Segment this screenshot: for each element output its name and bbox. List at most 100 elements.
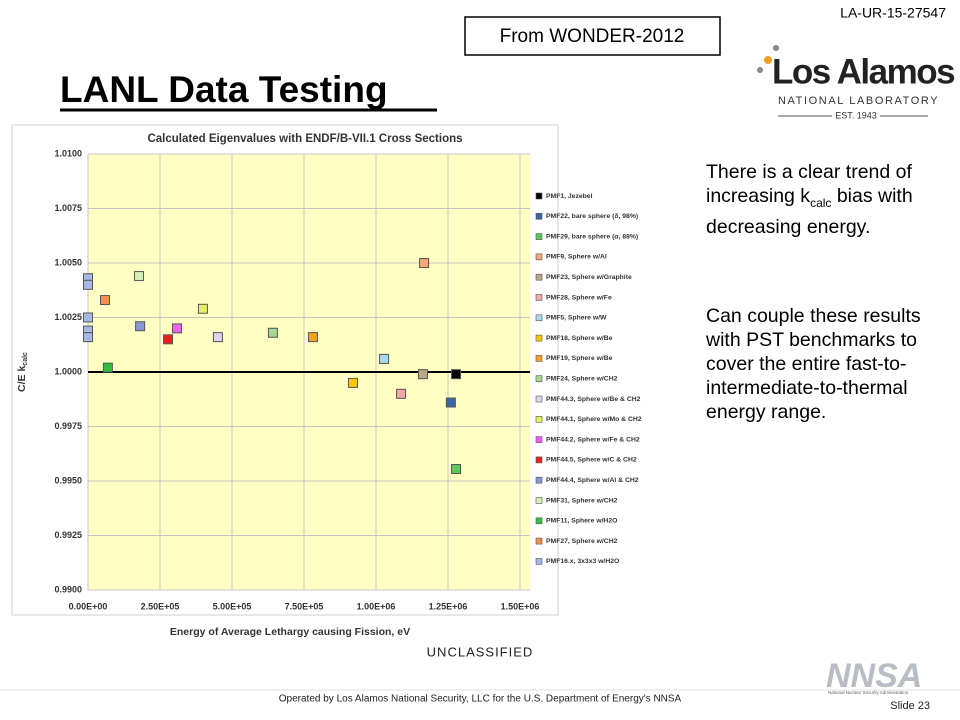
point [451, 464, 462, 475]
legend-swatch [535, 253, 543, 261]
logo: Los Alamos NATIONAL LABORATORY EST. 1943 [757, 45, 957, 120]
legend-label: PMF1, Jezebel [546, 193, 593, 200]
legend-label: PMF27, Sphere w/CH2 [546, 538, 618, 545]
x-tick-label: 2.50E+05 [141, 601, 180, 611]
legend-swatch [535, 334, 543, 342]
legend-swatch [535, 233, 543, 240]
point [445, 397, 456, 408]
note-1-sub: calc [810, 195, 832, 210]
legend-label: PMF19, Sphere w/Be [546, 355, 613, 362]
legend-swatch [535, 558, 543, 565]
point [102, 362, 113, 373]
legend-swatch [535, 537, 543, 545]
nnsa-full: National Nuclear Security Administration [828, 690, 909, 695]
point [267, 327, 278, 338]
note-1: There is a clear trend of increasing kca… [706, 160, 942, 239]
point [197, 303, 208, 314]
legend-label: PMF18, Sphere w/Be [546, 335, 613, 342]
y-axis-label-main: C/E k [16, 366, 28, 392]
point [83, 332, 93, 343]
legend-label: PMF11, Sphere w/H2O [546, 518, 617, 525]
point [171, 323, 182, 334]
logo-dot [757, 67, 763, 73]
legend-swatch [535, 456, 543, 464]
point [163, 334, 174, 345]
y-tick-label: 1.0075 [54, 203, 82, 213]
legend-swatch [535, 436, 543, 443]
point [396, 388, 407, 399]
logo-dot [773, 45, 779, 51]
marks: 0.9900 0.9925 0.9950 0.9975 1.0000 1.0025 1.00… [54, 148, 641, 611]
legend-swatch [535, 355, 543, 362]
point [419, 258, 430, 268]
x-tick-label: 7.50E+05 [285, 601, 324, 611]
point [99, 295, 110, 306]
legend-label: PMF28, Sphere w/Fe [546, 294, 612, 301]
y-tick-label: 0.9950 [54, 475, 82, 485]
logo-name: Los Alamos [772, 52, 955, 91]
legend-swatch [535, 273, 543, 281]
legend-label: PMF5, Sphere w/W [546, 315, 607, 322]
legend-label: PMF44.2, Sphere w/Fe & CH2 [546, 436, 640, 443]
legend-label: PMF9, Sphere w/Al [546, 254, 607, 261]
point [135, 321, 146, 332]
note-1-a: There is a clear trend of increasing k [706, 161, 912, 207]
y-tick-label: 1.0100 [54, 148, 82, 158]
logo-line1: NATIONAL LABORATORY [778, 95, 939, 107]
x-tick-label: 1.00E+06 [357, 601, 396, 611]
y-tick-label: 0.9900 [54, 584, 82, 594]
y-tick-label: 1.0000 [54, 366, 82, 376]
legend-swatch [535, 517, 543, 525]
x-tick-label: 1.25E+06 [429, 601, 468, 611]
legend-swatch [535, 375, 543, 383]
legend-swatch [535, 192, 543, 200]
legend-label: PMF44.4, Sphere w/Al & CH2 [546, 477, 639, 484]
legend-label: PMF24, Sphere w/CH2 [546, 375, 618, 382]
chart-title: Calculated Eigenvalues with ENDF/B-VII.1… [147, 133, 462, 145]
x-tick-label: 1.50E+06 [501, 601, 540, 611]
legend-label: PMF44.5, Sphere w/C & CH2 [546, 457, 637, 464]
y-axis-label-sub: calc [22, 352, 29, 366]
note-1-b: bias with decreasing energy. [706, 185, 913, 238]
legend-swatch [535, 395, 543, 403]
point [212, 332, 223, 343]
report-id: LA-UR-15-27547 [840, 5, 946, 21]
classification: UNCLASSIFIED [427, 644, 534, 659]
slide-title: LANL Data Testing [60, 69, 388, 110]
x-tick-label: 0.00E+00 [69, 601, 108, 611]
legend-swatch [535, 476, 543, 484]
legend-label: PMF22, bare sphere (δ, 98%) [546, 213, 638, 220]
legend-label: PMF44.3, Sphere w/Be & CH2 [546, 396, 641, 403]
note-2: Can couple these results with PST benchm… [706, 305, 921, 423]
y-tick-label: 0.9925 [54, 530, 82, 540]
point [83, 312, 93, 323]
y-tick-label: 0.9975 [54, 421, 82, 431]
legend-swatch [535, 294, 543, 301]
x-tick-label: 5.00E+05 [213, 601, 252, 611]
legend-label: PMF31, Sphere w/CH2 [546, 497, 618, 504]
logo-dot [764, 56, 772, 64]
point [379, 353, 390, 364]
legend-swatch [535, 314, 543, 322]
point [83, 279, 93, 290]
legend-swatch [535, 213, 543, 220]
legend-label: PMF44.1, Sphere w/Mo & CH2 [546, 416, 642, 423]
point [417, 369, 428, 380]
logo-line2: EST. 1943 [835, 110, 877, 120]
legend-label: PMF29, bare sphere (α, 88%) [546, 233, 638, 240]
y-tick-label: 1.0050 [54, 257, 82, 267]
footer-operated: Operated by Los Alamos National Security… [279, 694, 682, 705]
legend-swatch [535, 497, 543, 504]
point [451, 369, 462, 380]
slide-number: Slide 23 [890, 700, 930, 712]
x-axis-label: Energy of Average Lethargy causing Fissi… [170, 626, 410, 638]
point [347, 377, 358, 388]
y-tick-label: 1.0025 [54, 312, 82, 322]
legend-label: PMF23, Sphere w/Graphite [546, 274, 632, 281]
legend-label: PMF16.x, 3x3x3 w/H2O [546, 558, 619, 565]
nnsa-logo: NNSA [826, 657, 922, 695]
legend-swatch [535, 415, 543, 423]
point [133, 271, 144, 282]
point [307, 332, 318, 343]
